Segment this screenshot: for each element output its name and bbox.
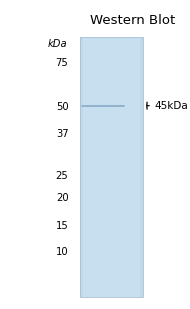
Text: 20: 20 bbox=[56, 193, 68, 203]
Text: 10: 10 bbox=[56, 247, 68, 257]
Text: 37: 37 bbox=[56, 129, 68, 139]
Text: 45kDa: 45kDa bbox=[155, 101, 189, 111]
Bar bbox=[80, 37, 142, 297]
Text: 50: 50 bbox=[56, 102, 68, 112]
Text: 75: 75 bbox=[56, 58, 68, 68]
Text: 25: 25 bbox=[56, 171, 68, 181]
Bar bbox=[80, 37, 83, 297]
Bar bbox=[140, 37, 142, 297]
Text: Western Blot: Western Blot bbox=[90, 14, 176, 27]
Text: 15: 15 bbox=[56, 221, 68, 231]
Text: kDa: kDa bbox=[48, 39, 67, 49]
